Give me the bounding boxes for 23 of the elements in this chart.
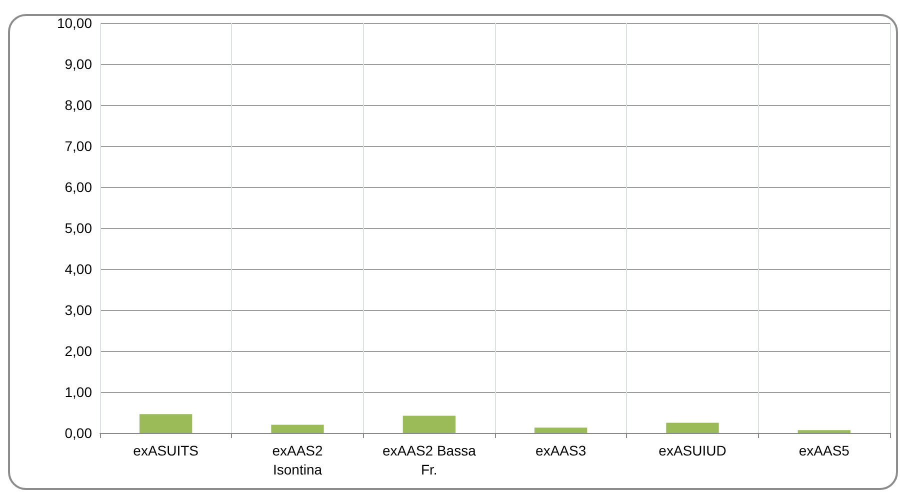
bar <box>798 430 850 433</box>
bar <box>666 422 719 433</box>
y-tick-label: 6,00 <box>64 179 92 195</box>
bar <box>140 414 192 433</box>
y-tick-label: 5,00 <box>64 220 92 236</box>
y-tick-label: 3,00 <box>64 302 92 318</box>
bar <box>402 416 456 433</box>
x-tick-label: exAAS2 Isontina <box>272 442 324 478</box>
x-tick-label: exAAS3 <box>536 442 586 458</box>
y-tick-label: 4,00 <box>64 261 92 277</box>
y-tick-label: 0,00 <box>64 425 92 441</box>
y-tick-label: 10,00 <box>56 15 92 31</box>
y-tick-label: 1,00 <box>64 384 92 400</box>
bar <box>534 428 588 433</box>
x-tick-label: exASUIUD <box>658 442 726 458</box>
x-tick-label: exAAS2 Bassa Fr. <box>382 442 476 478</box>
x-tick-label: exASUITS <box>133 442 199 458</box>
y-tick-label: 7,00 <box>64 138 92 154</box>
x-tick-label: exAAS5 <box>798 442 850 458</box>
y-tick-label: 9,00 <box>64 56 92 72</box>
y-tick-label: 2,00 <box>64 343 92 359</box>
bar <box>271 424 324 433</box>
y-tick-label: 8,00 <box>64 97 92 113</box>
